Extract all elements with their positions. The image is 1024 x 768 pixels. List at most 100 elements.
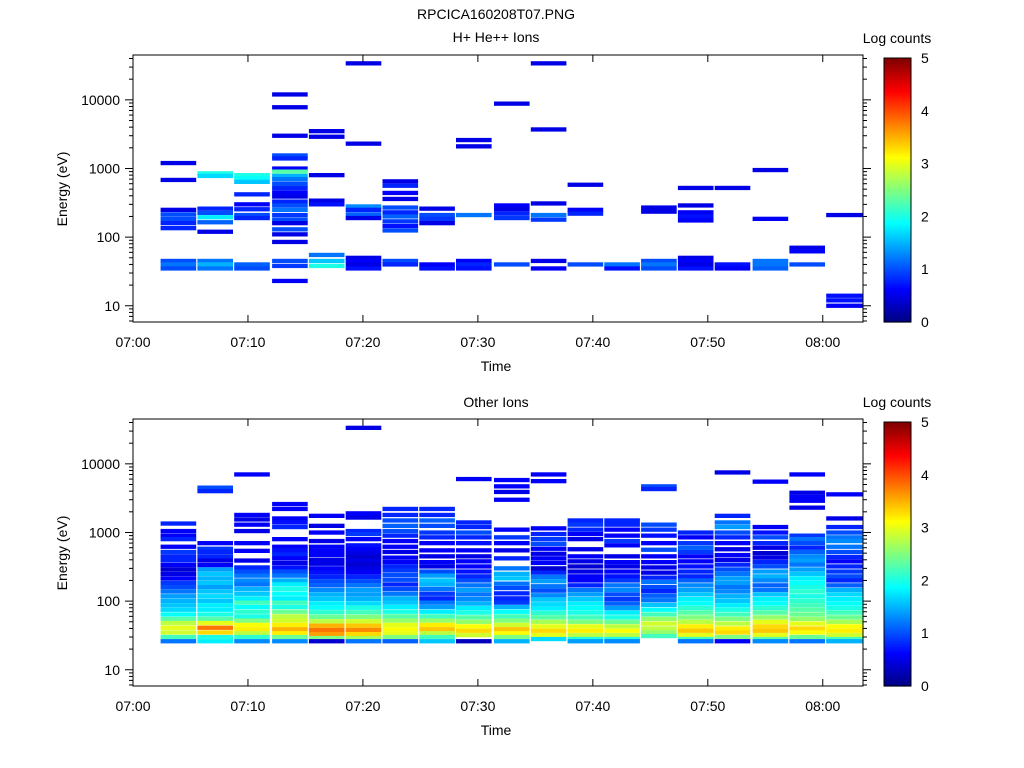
heatmap-cell — [604, 610, 640, 615]
heatmap-cell — [197, 554, 233, 559]
heatmap-cell — [345, 579, 382, 584]
heatmap-cell — [641, 209, 677, 214]
heatmap-cell — [419, 618, 455, 623]
heatmap-cell — [826, 554, 863, 560]
colorbar-step — [884, 451, 911, 455]
colorbar-step — [884, 606, 911, 611]
heatmap-cell — [789, 630, 825, 635]
heatmap-cell — [345, 425, 382, 430]
heatmap-cell — [752, 624, 789, 629]
figure-title: RPCICA160208T07.PNG — [417, 6, 575, 22]
heatmap-cell — [530, 597, 567, 602]
heatmap-cell — [789, 549, 825, 555]
colorbar-step — [884, 171, 911, 175]
heatmap-cell — [456, 578, 492, 583]
heatmap-cell — [308, 623, 345, 628]
heatmap-cell — [714, 185, 751, 191]
heatmap-cell — [308, 523, 345, 528]
heatmap-cell — [345, 574, 382, 580]
heatmap-cell — [308, 552, 345, 558]
colorbar-step — [884, 158, 911, 162]
colorbar-step — [884, 506, 911, 510]
colorbar-step — [884, 485, 911, 489]
heatmap-cell — [234, 207, 270, 212]
colorbar-step — [884, 195, 911, 199]
heatmap-cell — [308, 134, 345, 139]
heatmap-cell — [345, 583, 382, 588]
heatmap-cell — [197, 580, 233, 585]
heatmap-cell — [234, 202, 270, 207]
heatmap-cell — [456, 524, 492, 530]
heatmap-cell — [272, 190, 308, 195]
colorbar-step — [884, 617, 911, 621]
heatmap-cell — [826, 624, 863, 629]
y-tick-label: 100 — [97, 593, 121, 609]
heatmap-cell — [272, 578, 308, 583]
heatmap-cell — [272, 185, 308, 191]
heatmap-cell — [530, 615, 567, 620]
heatmap-cell — [789, 249, 825, 254]
heatmap-cell — [567, 619, 604, 624]
colorbar-step — [884, 287, 911, 291]
heatmap-cell — [641, 616, 677, 622]
colorbar-step — [884, 627, 911, 632]
heatmap-cell — [494, 527, 530, 532]
colorbar-step — [884, 654, 911, 658]
heatmap-cell — [604, 262, 640, 267]
heatmap-cell — [419, 535, 455, 540]
heatmap-cell — [197, 262, 233, 267]
heatmap-cell — [272, 591, 308, 596]
colorbar-step — [884, 92, 911, 96]
colorbar-step — [884, 147, 911, 151]
heatmap-cell — [530, 472, 567, 477]
heatmap-cell — [197, 229, 233, 234]
heatmap-cell — [677, 597, 714, 602]
colorbar-step — [884, 150, 911, 154]
heatmap-cell — [345, 61, 382, 66]
heatmap-cell — [308, 574, 345, 580]
heatmap-cell — [677, 610, 714, 615]
heatmap-cell — [641, 607, 677, 612]
heatmap-cell — [677, 255, 714, 260]
colorbar-step — [884, 279, 911, 283]
y-tick-label: 10 — [104, 298, 120, 314]
heatmap-cell — [714, 630, 751, 635]
heatmap-cell — [272, 631, 308, 636]
heatmap-cell — [419, 530, 455, 535]
heatmap-cell — [604, 266, 640, 271]
heatmap-cell — [456, 606, 492, 611]
colorbar-step — [884, 282, 911, 286]
colorbar-step — [884, 285, 911, 289]
heatmap-cell — [382, 258, 419, 264]
heatmap-cell — [419, 634, 455, 640]
heatmap-cell — [272, 604, 308, 610]
heatmap-cell — [677, 633, 714, 638]
heatmap-cell — [308, 173, 345, 178]
colorbar-step — [884, 488, 911, 492]
colorbar-step — [884, 234, 911, 239]
colorbar-step — [884, 437, 911, 442]
heatmap-cell — [752, 601, 789, 606]
heatmap-cell — [826, 578, 863, 583]
heatmap-cell — [641, 589, 677, 594]
heatmap-cell — [419, 564, 455, 569]
heatmap-cell — [641, 598, 677, 603]
colorbar-step — [884, 237, 911, 241]
heatmap-cell — [789, 626, 825, 631]
heatmap-cell — [714, 571, 751, 576]
heatmap-cell — [826, 574, 863, 579]
heatmap-cell — [345, 601, 382, 606]
colorbar-tick-label: 2 — [921, 208, 929, 224]
colorbar-tick-label: 0 — [921, 314, 929, 330]
heatmap-cell — [345, 605, 382, 610]
x-tick-label: 08:00 — [805, 698, 840, 714]
colorbar-step — [884, 482, 911, 486]
heatmap-cell — [494, 634, 530, 640]
colorbar-step — [884, 182, 911, 186]
heatmap-cell — [345, 562, 382, 567]
heatmap-cell — [272, 565, 308, 570]
heatmap-cell — [419, 212, 455, 218]
y-axis-label: Energy (eV) — [54, 152, 70, 227]
heatmap-cell — [234, 586, 270, 592]
heatmap-cell — [456, 530, 492, 535]
